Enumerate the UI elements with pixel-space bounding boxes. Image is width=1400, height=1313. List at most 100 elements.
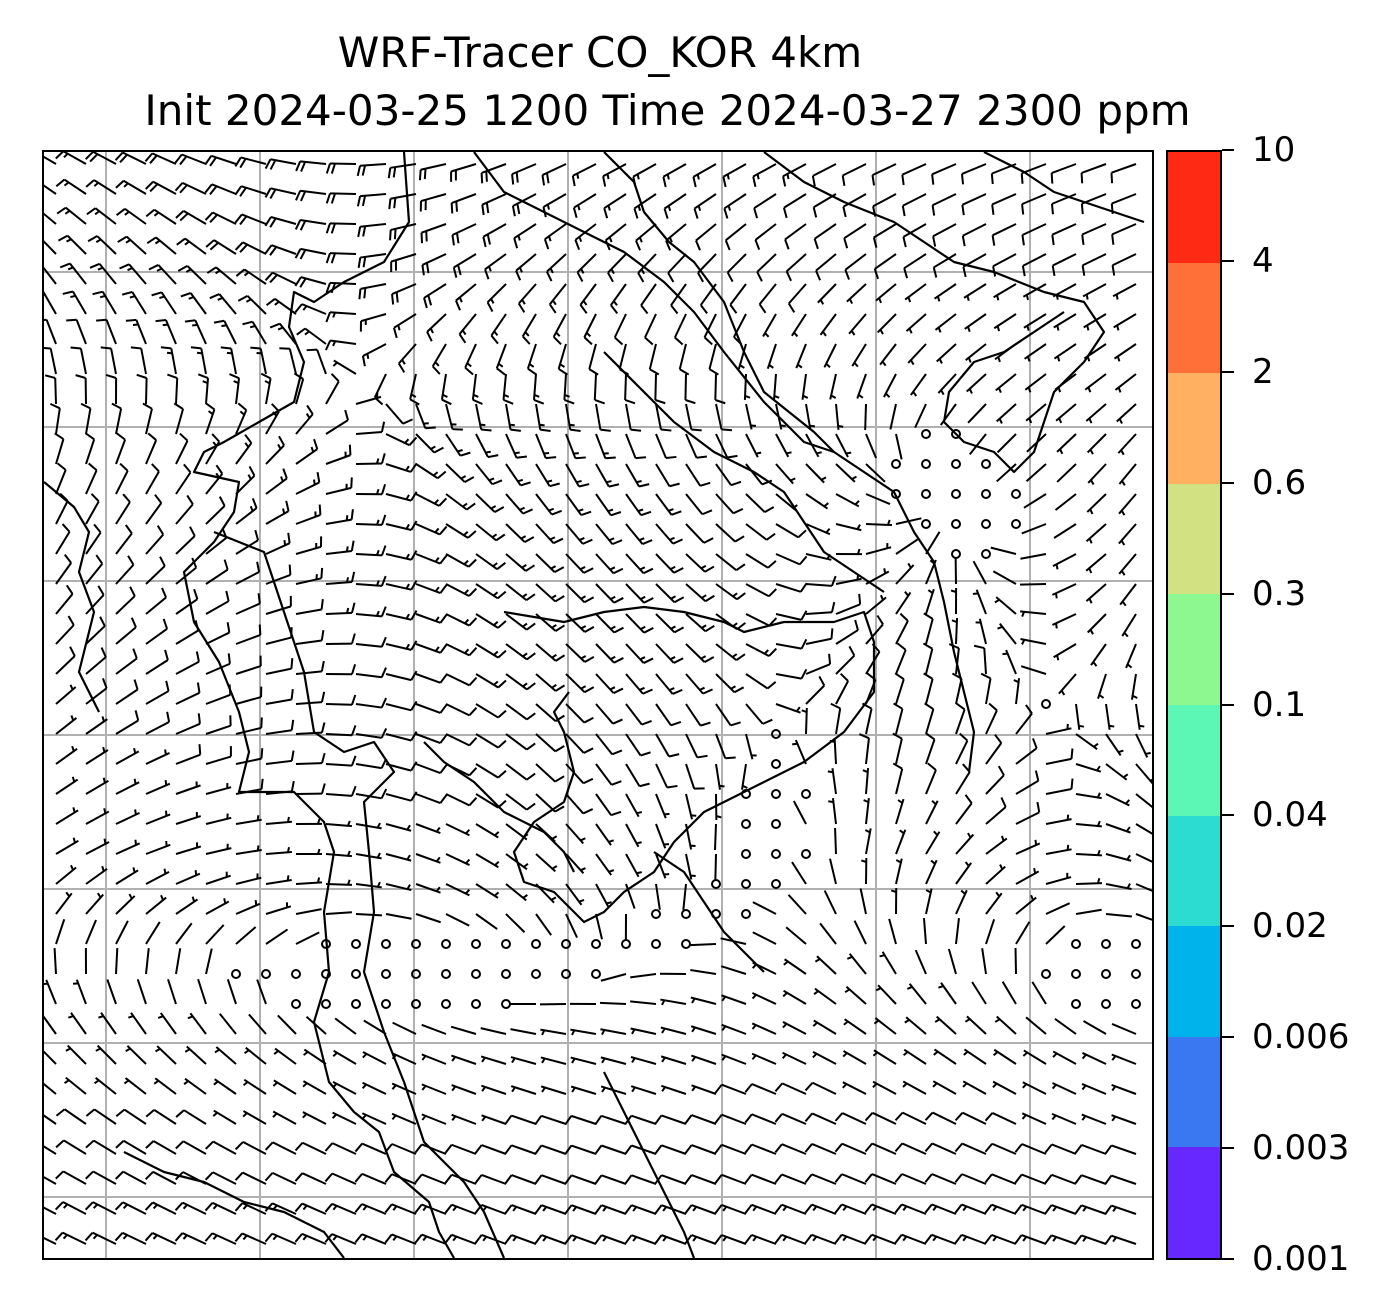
barb-feather (468, 617, 478, 627)
barb-half-feather (434, 557, 440, 563)
barb-half-feather (317, 818, 321, 825)
barb-half-feather (739, 364, 745, 369)
barb-staff (265, 636, 292, 645)
barb-feather (410, 520, 418, 531)
barb-staff (79, 348, 87, 375)
wind-barb (115, 555, 135, 585)
barb-feather (497, 620, 507, 629)
barb-staff (783, 193, 807, 209)
wind-barb (229, 373, 241, 405)
calm-wind-circle (1101, 939, 1111, 949)
barb-half-feather (133, 778, 137, 785)
wind-barb (451, 1084, 477, 1095)
barb-feather (564, 1234, 573, 1245)
barb-staff (63, 1139, 87, 1155)
barb-half-feather (122, 1203, 128, 1210)
barb-staff (1045, 848, 1072, 855)
barb-half-feather (95, 238, 102, 243)
barb-staff (205, 755, 232, 765)
barb-staff (655, 613, 676, 634)
barb-staff (325, 793, 353, 797)
barb-feather (438, 497, 448, 507)
wind-barb (955, 832, 975, 855)
barb-half-feather (764, 332, 770, 338)
calm-wind-circle (1101, 999, 1111, 1009)
barb-feather (725, 756, 736, 760)
wind-barb (925, 559, 937, 585)
barb-feather (497, 799, 507, 809)
barb-feather (830, 601, 836, 613)
barb-staff (925, 708, 935, 735)
wind-barb (630, 1056, 657, 1065)
wind-barb (1020, 553, 1047, 560)
wind-barb (1104, 1234, 1137, 1245)
wind-barb (415, 403, 436, 430)
wind-barb (655, 643, 684, 664)
barb-staff (655, 823, 667, 849)
wind-barb (1021, 1112, 1047, 1125)
barb-half-feather (1033, 867, 1037, 874)
barb-half-feather (518, 267, 523, 273)
wind-barb (564, 1144, 597, 1155)
barb-staff (175, 948, 182, 975)
wind-barb (595, 703, 623, 725)
wind-barb (237, 294, 267, 315)
barb-staff (720, 937, 747, 945)
barb-staff (1022, 253, 1047, 267)
wind-barb (939, 403, 957, 426)
wind-barb (451, 223, 477, 246)
barb-staff (259, 348, 267, 375)
barb-feather (146, 236, 157, 245)
barb-feather (619, 368, 630, 376)
wind-barb (697, 253, 717, 283)
wind-barb (190, 346, 207, 375)
barb-feather (758, 303, 767, 314)
barb-half-feather (782, 992, 788, 998)
wind-barb (445, 673, 478, 687)
barb-staff (421, 253, 447, 266)
barb-feather (510, 428, 521, 432)
wind-barb (993, 313, 1017, 332)
barb-staff (85, 779, 109, 795)
barb-feather (244, 434, 253, 444)
barb-half-feather (133, 748, 137, 754)
wind-barb (243, 1046, 267, 1065)
coastline (44, 152, 1145, 1258)
barb-staff (486, 283, 507, 304)
barb-staff (242, 1110, 267, 1125)
barb-staff (781, 1143, 807, 1155)
wind-barb (894, 1142, 927, 1155)
barb-staff (805, 637, 832, 645)
wind-barb (295, 783, 326, 795)
wind-barb (1052, 1050, 1077, 1065)
barb-half-feather (134, 839, 138, 846)
barb-feather (526, 772, 536, 781)
wind-barb (385, 791, 418, 802)
wind-barb (864, 403, 867, 431)
wind-barb (355, 453, 386, 465)
chart-title-line-1: WRF-Tracer CO_KOR 4km (337, 28, 863, 77)
barb-staff (1051, 583, 1077, 596)
wind-barb (655, 403, 672, 432)
barb-staff (992, 253, 1017, 268)
barb-feather (145, 1109, 155, 1118)
wind-barb (325, 602, 356, 615)
wind-barb (733, 313, 747, 346)
barb-feather (88, 462, 98, 472)
barb-staff (625, 823, 640, 848)
wind-barb (414, 1233, 447, 1245)
barb-half-feather (212, 1111, 218, 1117)
barb-feather (160, 346, 172, 350)
barb-staff (55, 531, 71, 555)
barb-feather (797, 529, 807, 539)
barb-half-feather (878, 297, 883, 304)
wind-barb (325, 444, 352, 465)
barb-staff (715, 553, 737, 571)
wind-barb (144, 1201, 177, 1215)
barb-feather (988, 702, 998, 712)
wind-barb (724, 223, 747, 251)
wind-barb (53, 947, 57, 975)
barb-staff (788, 283, 807, 305)
wind-barb (55, 807, 79, 825)
barb-half-feather (722, 1206, 728, 1212)
